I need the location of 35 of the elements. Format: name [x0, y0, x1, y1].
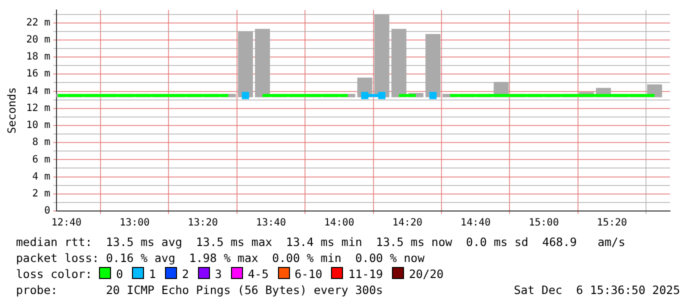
- text: Sat Dec 6 15:36:50 2025: [514, 282, 680, 297]
- y-tick-label: 12 m: [26, 102, 50, 114]
- legend-title: loss color:: [16, 267, 94, 281]
- text: probe: 20 ICMP Echo Pings (56 Bytes) every 300s: [16, 283, 383, 297]
- legend-label: 1: [149, 267, 156, 281]
- legend-label: 11-19: [348, 267, 383, 281]
- y-axis-title: Seconds: [5, 87, 18, 134]
- legend-label: 3: [214, 267, 222, 281]
- legend-label: 6-10: [294, 267, 322, 281]
- y-tick-label: 2 m: [32, 188, 50, 200]
- legend-label: 20/20: [408, 267, 444, 281]
- y-tick-label: 0: [44, 206, 50, 217]
- x-tick-label: 13:00: [120, 218, 150, 229]
- legend-label: 2: [182, 267, 189, 281]
- x-tick-label: 14:20: [392, 218, 422, 229]
- x-tick-label: 15:00: [528, 218, 559, 229]
- x-tick-label: 14:40: [460, 218, 491, 229]
- y-tick-label: 4 m: [32, 171, 50, 182]
- x-tick-label: 15:20: [596, 218, 628, 229]
- x-tick-label: 14:00: [324, 218, 354, 229]
- y-tick-label: 14 m: [26, 86, 50, 97]
- x-tick-label: 13:40: [256, 218, 286, 229]
- y-tick-label: 10 m: [26, 120, 50, 132]
- text: packet loss: 0.16 % avg 1.98 % max 0.00 % min 0.00 % now: [16, 250, 426, 266]
- x-tick-label: 12:40: [51, 218, 82, 229]
- legend-label: 0: [116, 267, 124, 281]
- text: median rtt: 13.5 ms avg 13.5 ms max 13.4 ms min 13.5 ms now 0.0 ms sd 468.9 am/s: [16, 234, 626, 250]
- y-tick-label: 6 m: [32, 154, 50, 166]
- y-tick-label: 16 m: [26, 68, 50, 80]
- y-tick-label: 22 m: [26, 17, 50, 28]
- y-tick-label: 18 m: [26, 52, 50, 63]
- x-tick-label: 13:20: [188, 218, 218, 229]
- y-tick-label: 20 m: [26, 34, 50, 46]
- y-tick-label: 8 m: [32, 137, 50, 148]
- legend-label: 4-5: [248, 267, 269, 281]
